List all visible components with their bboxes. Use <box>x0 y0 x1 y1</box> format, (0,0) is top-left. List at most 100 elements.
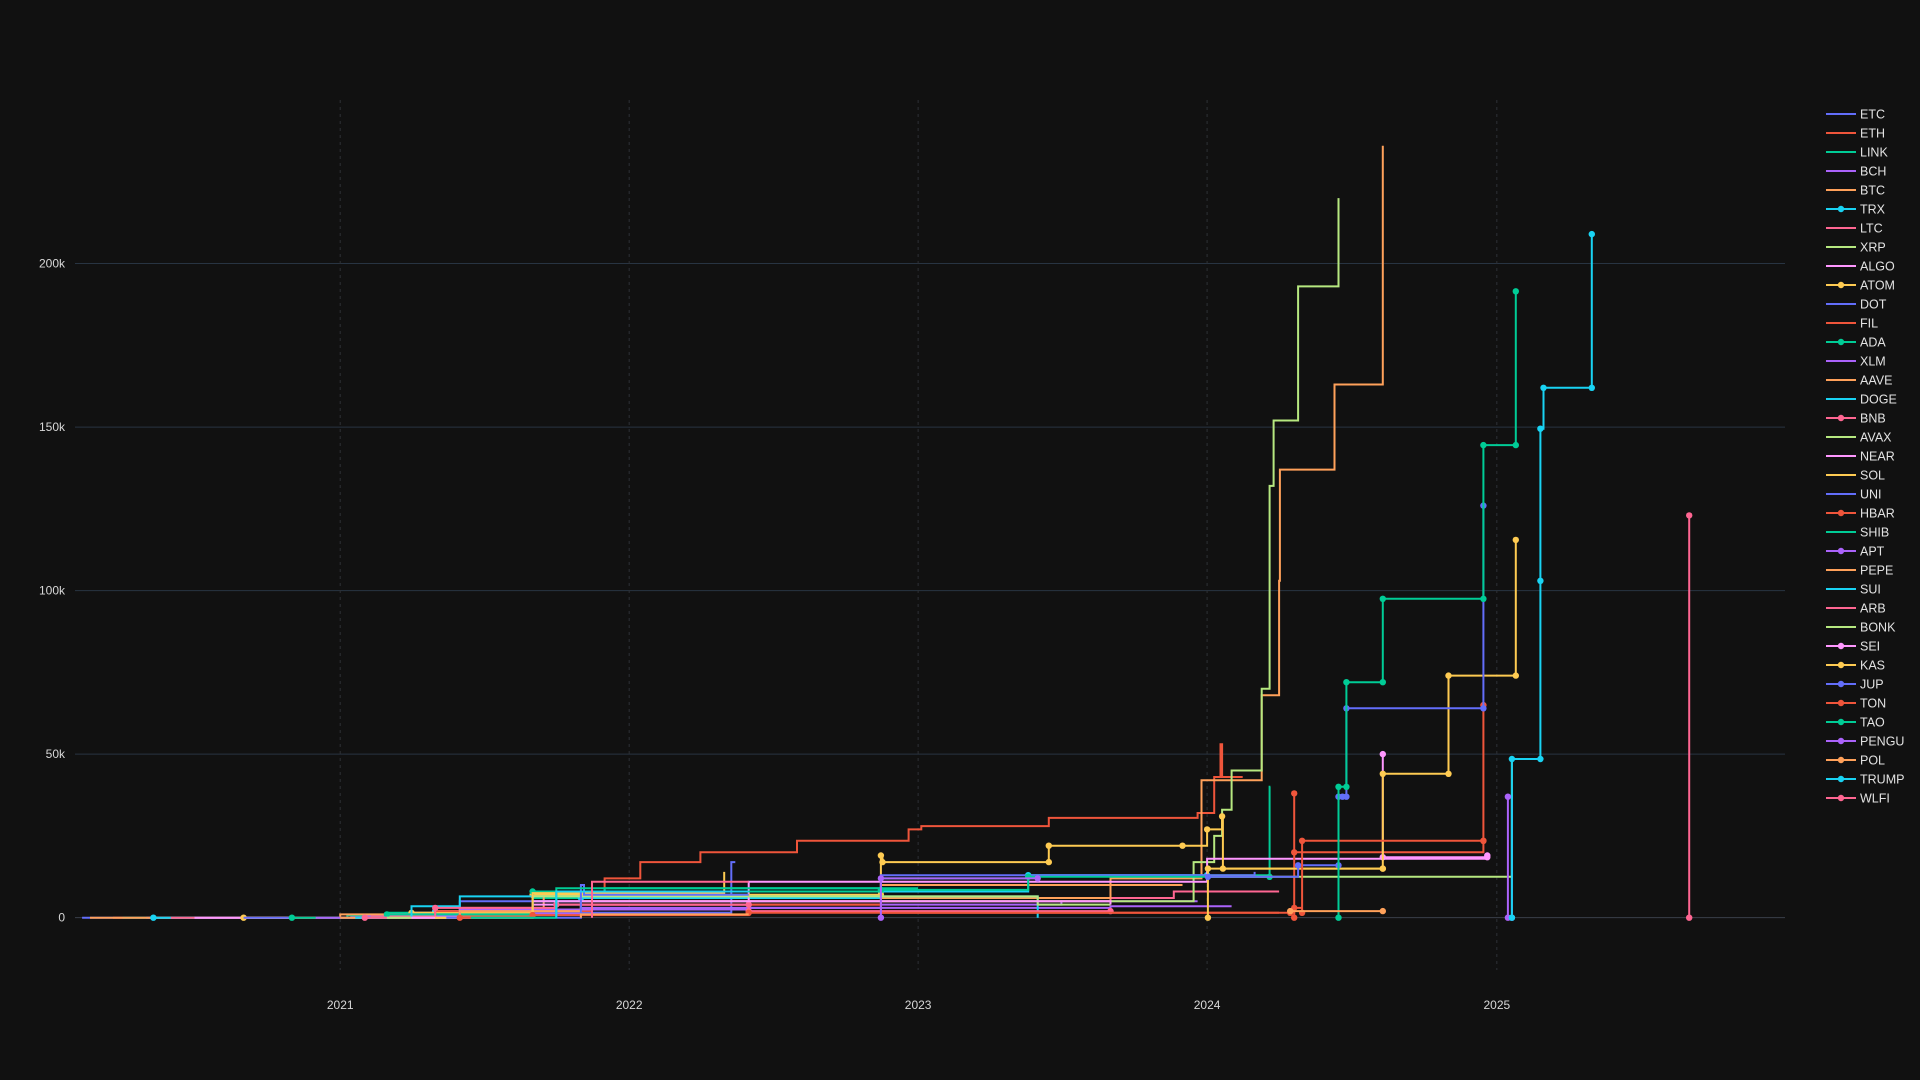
legend-item-sui[interactable]: SUI <box>1826 583 1881 597</box>
legend-item-xrp[interactable]: XRP <box>1826 241 1886 255</box>
series-line-eth <box>113 743 1243 919</box>
legend-item-trx[interactable]: TRX <box>1826 203 1886 217</box>
y-tick-label: 0 <box>58 911 65 925</box>
point-apt <box>877 875 885 882</box>
legend-item-trump[interactable]: TRUMP <box>1826 773 1904 787</box>
legend-label: FIL <box>1860 317 1878 331</box>
legend-label: DOT <box>1860 298 1887 312</box>
legend-item-uni[interactable]: UNI <box>1826 488 1882 502</box>
legend-item-apt[interactable]: APT <box>1826 545 1885 559</box>
legend-item-btc[interactable]: BTC <box>1826 184 1885 198</box>
legend-marker <box>1837 756 1845 764</box>
legend-item-eth[interactable]: ETH <box>1826 127 1885 141</box>
legend-label: TRX <box>1860 203 1886 217</box>
legend-item-ada[interactable]: ADA <box>1826 336 1886 350</box>
point-jup <box>1294 862 1302 869</box>
point-hbar <box>1291 790 1298 797</box>
point-bnb <box>361 914 368 921</box>
legend-label: TON <box>1860 697 1886 711</box>
legend-label: ETH <box>1860 127 1885 141</box>
x-tick-label: 2023 <box>905 998 932 1012</box>
point-trx <box>150 914 157 921</box>
legend-marker <box>1837 205 1845 213</box>
point-jup <box>1204 873 1212 880</box>
point-trump <box>1508 914 1516 921</box>
legend-item-atom[interactable]: ATOM <box>1826 279 1895 293</box>
series-trump <box>1508 230 1596 921</box>
point-apt <box>1034 875 1041 882</box>
legend-label: JUP <box>1860 678 1884 692</box>
axis-labels: 0 50k 100k 150k 200k 2021 2022 2023 2024 2025 <box>39 257 1511 1012</box>
legend-item-pepe[interactable]: PEPE <box>1826 564 1893 578</box>
legend-marker <box>1837 718 1845 726</box>
legend-item-hbar[interactable]: HBAR <box>1826 507 1895 521</box>
series-shib <box>470 887 919 919</box>
legend-label: DOGE <box>1860 393 1897 407</box>
legend-item-sol[interactable]: SOL <box>1826 469 1885 483</box>
point-trump <box>1588 230 1596 238</box>
legend-item-avax[interactable]: AVAX <box>1826 431 1892 445</box>
legend-marker <box>1837 775 1845 783</box>
legend-label: ARB <box>1860 602 1886 616</box>
legend-item-link[interactable]: LINK <box>1826 146 1888 160</box>
legend-item-aave[interactable]: AAVE <box>1826 374 1892 388</box>
legend-label: UNI <box>1860 488 1882 502</box>
point-hbar <box>456 914 463 921</box>
legend-item-pol[interactable]: POL <box>1826 754 1885 768</box>
legend-item-bonk[interactable]: BONK <box>1826 621 1896 635</box>
series-wlfi <box>1686 512 1693 921</box>
legend-item-jup[interactable]: JUP <box>1826 678 1884 692</box>
legend-marker <box>1837 699 1845 707</box>
point-atom <box>1045 858 1053 866</box>
legend-item-dot[interactable]: DOT <box>1826 298 1887 312</box>
point-apt <box>877 914 885 921</box>
point-jup <box>1480 705 1487 712</box>
series-line-kas <box>1206 539 1517 918</box>
legend-label: TAO <box>1860 716 1885 730</box>
legend-item-fil[interactable]: FIL <box>1826 317 1878 331</box>
point-bnb <box>432 904 439 912</box>
y-tick-label: 150k <box>39 420 66 434</box>
legend[interactable]: ETC ETH LINK BCH BTC TRX LTC XRP ALGO ATOM DOT FIL A… <box>1826 108 1904 806</box>
legend-label: AAVE <box>1860 374 1892 388</box>
point-kas <box>1204 865 1212 872</box>
legend-item-kas[interactable]: KAS <box>1826 659 1885 673</box>
point-hbar <box>1291 849 1298 856</box>
legend-item-near[interactable]: NEAR <box>1826 450 1895 464</box>
point-kas <box>1512 672 1520 679</box>
point-wlfi <box>1686 914 1693 921</box>
legend-item-sei[interactable]: SEI <box>1826 640 1880 654</box>
legend-marker <box>1837 794 1845 802</box>
legend-label: WLFI <box>1860 792 1890 806</box>
legend-item-bnb[interactable]: BNB <box>1826 412 1886 426</box>
point-trump <box>1540 384 1547 391</box>
point-atom <box>877 852 885 859</box>
legend-item-algo[interactable]: ALGO <box>1826 260 1895 274</box>
legend-item-bch[interactable]: BCH <box>1826 165 1886 179</box>
point-pol <box>1287 907 1294 915</box>
legend-item-ton[interactable]: TON <box>1826 697 1886 711</box>
series-line-arb <box>591 880 749 918</box>
point-tao <box>1480 595 1487 602</box>
point-tao <box>1512 288 1520 295</box>
legend-item-shib[interactable]: SHIB <box>1826 526 1889 540</box>
legend-item-tao[interactable]: TAO <box>1826 716 1885 730</box>
legend-item-etc[interactable]: ETC <box>1826 108 1885 122</box>
legend-item-xlm[interactable]: XLM <box>1826 355 1886 369</box>
legend-item-doge[interactable]: DOGE <box>1826 393 1897 407</box>
point-ton <box>1480 837 1487 844</box>
legend-label: LTC <box>1860 222 1883 236</box>
legend-item-ltc[interactable]: LTC <box>1826 222 1883 236</box>
point-pengu <box>1504 793 1512 800</box>
legend-item-arb[interactable]: ARB <box>1826 602 1886 616</box>
point-wlfi <box>1686 512 1693 519</box>
legend-label: XRP <box>1860 241 1886 255</box>
series-line-sui <box>555 890 749 918</box>
legend-item-wlfi[interactable]: WLFI <box>1826 792 1890 806</box>
legend-item-pengu[interactable]: PENGU <box>1826 735 1904 749</box>
legend-label: APT <box>1860 545 1885 559</box>
point-sei <box>1379 750 1387 758</box>
legend-label: BTC <box>1860 184 1885 198</box>
series-line-pepe <box>579 913 749 918</box>
legend-label: NEAR <box>1860 450 1895 464</box>
